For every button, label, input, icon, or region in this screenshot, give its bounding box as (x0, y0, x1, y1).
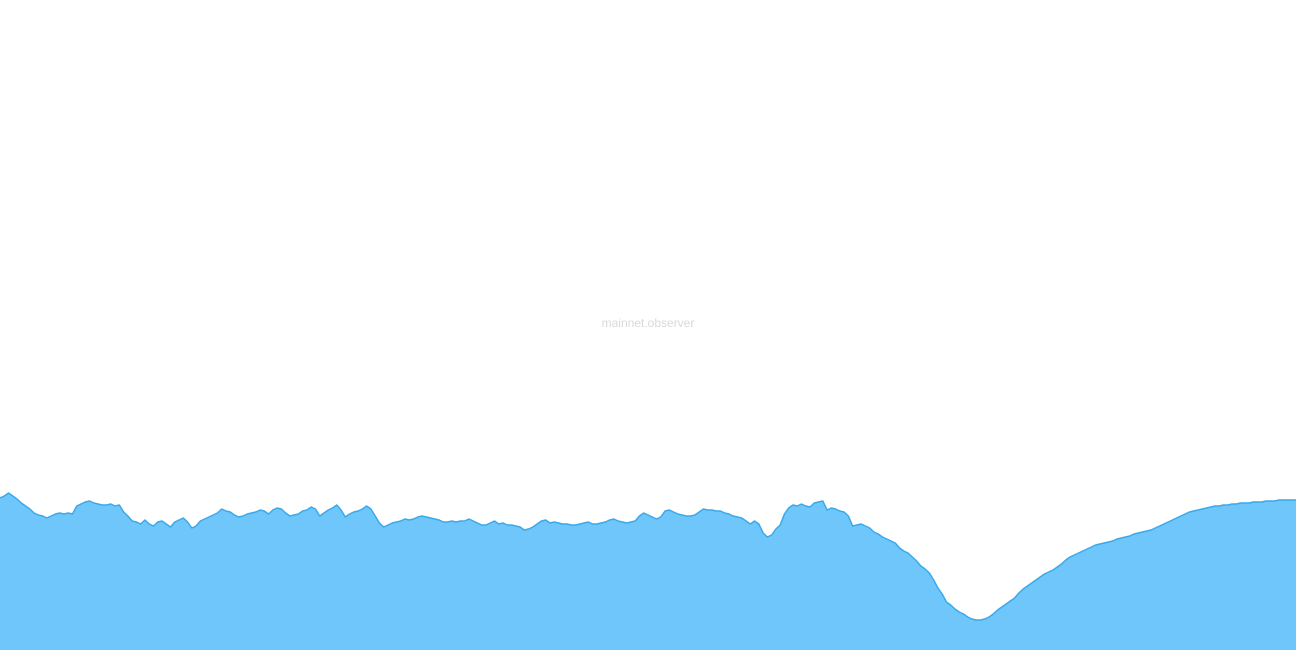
series-line (0, 492, 1296, 621)
area-fill (0, 493, 1296, 650)
